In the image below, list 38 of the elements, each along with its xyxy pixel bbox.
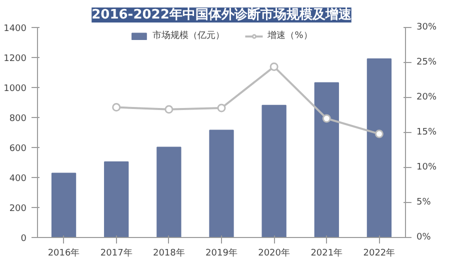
y-tick-label: 800 [9,114,27,124]
x-tick-label: 2019年 [206,248,238,258]
y-tick-label: 0 [20,234,27,244]
y2-tick-label: 20% [416,92,437,102]
bar [209,130,234,238]
x-tick-label: 2021年 [310,248,343,258]
bar [51,172,76,238]
y2-tick-label: 25% [416,58,437,68]
bar [366,58,392,238]
x-tick-label: 2022年 [363,248,396,258]
y2-tick-label: 15% [416,128,437,138]
y-tick-label: 200 [9,204,27,214]
x-tick-label: 2017年 [100,248,132,258]
y-tick-label: 1000 [4,84,27,94]
y-tick-label: 600 [9,144,27,154]
x-tick-label: 2016年 [48,248,80,258]
y-tick-label: 1400 [4,24,27,34]
bar [156,146,182,238]
legend-label: 增速（%） [268,30,312,42]
x-tick-label: 2018年 [152,248,185,258]
y2-tick-label: 30% [416,22,437,32]
bar [314,82,339,238]
bar [262,104,286,238]
point [112,103,121,112]
point [217,104,226,112]
legend-label: 市场规模（亿元） [152,30,225,42]
y-tick-label: 1200 [4,54,27,64]
point [322,114,331,123]
y-tick-label: 400 [9,174,27,184]
x-tick-label: 2020年 [258,248,290,258]
bar [104,161,129,238]
y2-tick-label: 10% [416,162,437,172]
y2-tick-label: 0% [416,232,432,242]
y2-tick-label: 5% [416,198,432,208]
point [164,105,174,114]
chart-title: 2016-2022年中国体外诊断市场规模及增速 [92,6,352,22]
point [270,62,278,71]
point [374,130,384,138]
